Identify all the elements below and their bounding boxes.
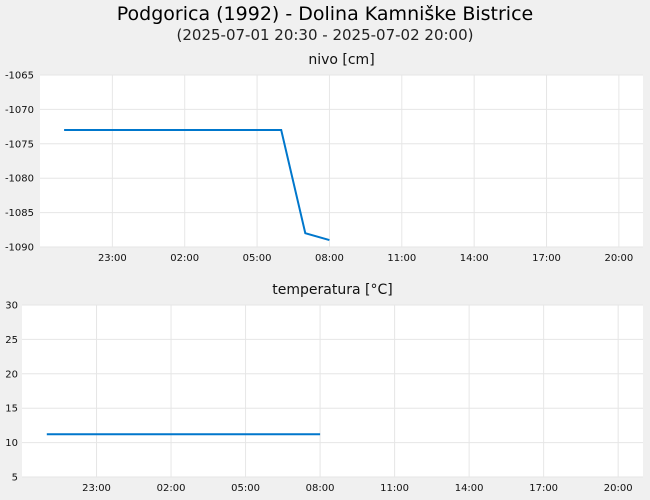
x-tick-label: 14:00 xyxy=(455,483,484,494)
chart-title: Podgorica (1992) - Dolina Kamniške Bistr… xyxy=(116,3,534,25)
x-tick-label: 17:00 xyxy=(529,483,558,494)
x-tick-label: 23:00 xyxy=(82,483,111,494)
x-tick-label: 08:00 xyxy=(306,483,335,494)
x-tick-label: 11:00 xyxy=(387,253,416,264)
y-tick-label: -1065 xyxy=(5,71,34,82)
plot-area-1 xyxy=(40,75,643,247)
x-tick-label: 08:00 xyxy=(315,253,344,264)
y-tick-label: 25 xyxy=(5,335,18,346)
panel-title-2: temperatura [°C] xyxy=(272,282,392,298)
x-tick-label: 02:00 xyxy=(157,483,186,494)
y-tick-label: 10 xyxy=(5,438,18,449)
y-tick-label: 5 xyxy=(12,473,18,484)
chart-subtitle: (2025-07-01 20:30 - 2025-07-02 20:00) xyxy=(176,26,474,44)
x-tick-label: 11:00 xyxy=(380,483,409,494)
x-tick-label: 23:00 xyxy=(98,253,127,264)
x-tick-label: 20:00 xyxy=(604,253,633,264)
panel-title-1: nivo [cm] xyxy=(308,52,374,68)
x-tick-label: 05:00 xyxy=(231,483,260,494)
x-tick-label: 17:00 xyxy=(532,253,561,264)
y-tick-label: -1080 xyxy=(5,174,34,185)
y-tick-label: -1085 xyxy=(5,208,34,219)
x-tick-label: 20:00 xyxy=(604,483,633,494)
series-line-1-1 xyxy=(64,129,330,242)
x-tick-label: 14:00 xyxy=(460,253,489,264)
y-tick-label: -1070 xyxy=(5,105,34,116)
y-tick-label: -1090 xyxy=(5,243,34,254)
plot-area-2 xyxy=(22,305,643,477)
x-tick-label: 05:00 xyxy=(243,253,272,264)
y-tick-label: 30 xyxy=(5,301,18,312)
y-tick-label: 20 xyxy=(5,369,18,380)
y-tick-label: 15 xyxy=(5,404,18,415)
x-tick-label: 02:00 xyxy=(170,253,199,264)
y-tick-label: -1075 xyxy=(5,139,34,150)
